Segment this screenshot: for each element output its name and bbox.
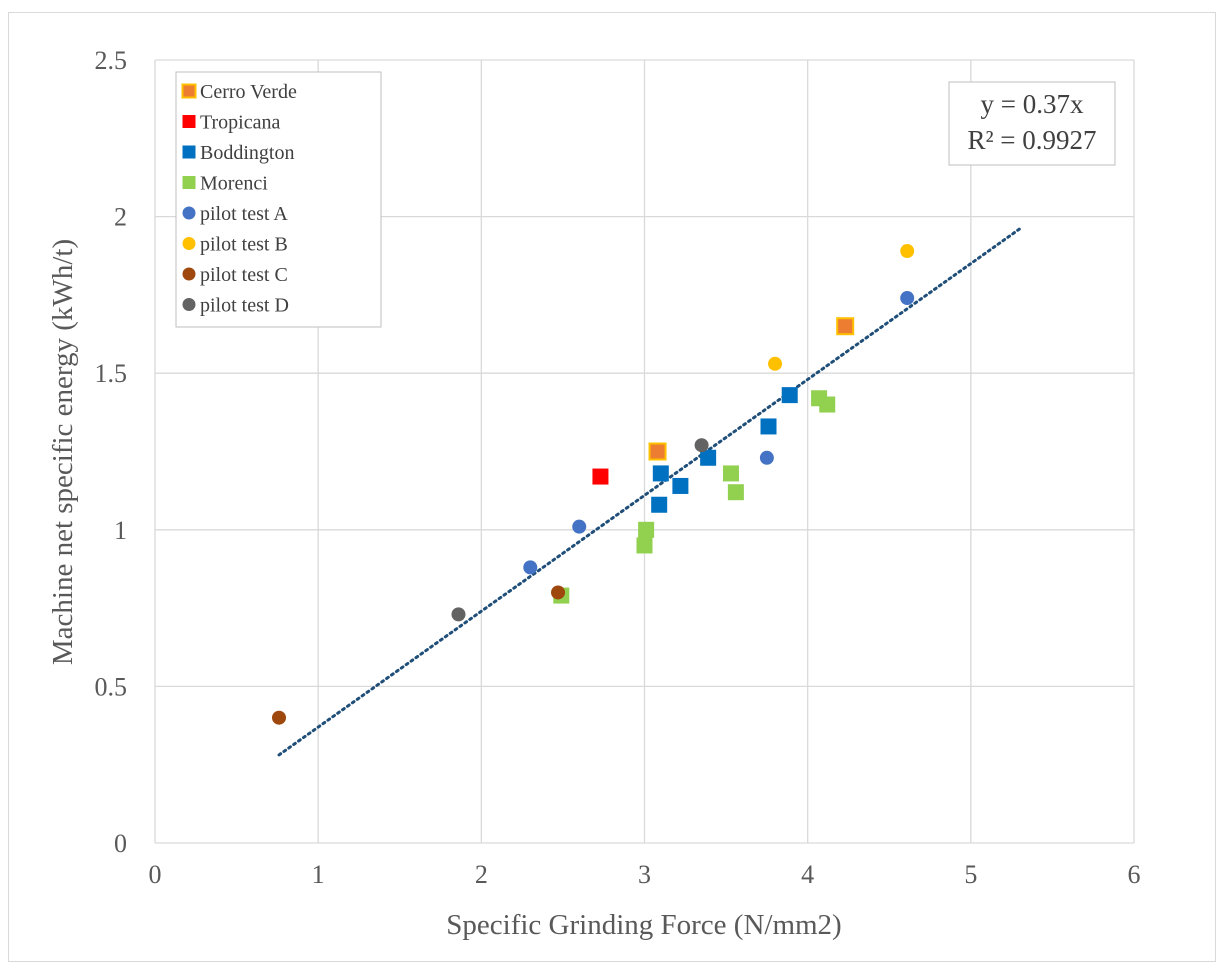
legend-label-pilot-test-d: pilot test D xyxy=(200,295,289,317)
data-points xyxy=(272,244,915,725)
legend-marker-pilot-test-b xyxy=(182,237,196,250)
x-axis-title: Specific Grinding Force (N/mm2) xyxy=(446,909,841,941)
trendline-r-squared: R² = 0.9927 xyxy=(967,125,1096,155)
trendline xyxy=(277,227,1022,757)
legend: Cerro Verde Tropicana Boddington Morenci pil… xyxy=(175,71,382,328)
y-tick-label: 2 xyxy=(114,203,127,232)
legend-marker-boddington xyxy=(182,145,196,159)
x-tick-label: 1 xyxy=(312,860,325,889)
trendline-equation: y = 0.37x xyxy=(981,89,1084,119)
point-pilot-test-b xyxy=(900,244,915,259)
trendline-equation-box: y = 0.37x R² = 0.9927 xyxy=(948,81,1116,166)
point-cerro-verde xyxy=(836,317,855,336)
point-pilot-test-d xyxy=(694,438,709,453)
x-tick-label: 0 xyxy=(149,860,162,889)
point-tropicana xyxy=(592,468,609,485)
point-boddington xyxy=(652,465,669,482)
legend-marker-tropicana xyxy=(182,115,196,128)
legend-marker-cerro-verde xyxy=(181,83,197,99)
y-tick-label: 2.5 xyxy=(95,46,128,75)
point-pilot-test-c xyxy=(551,585,566,600)
point-boddington xyxy=(651,496,668,513)
legend-marker-pilot-test-d xyxy=(182,298,196,311)
point-pilot-test-a xyxy=(523,560,538,575)
equation-frame xyxy=(948,81,1116,166)
x-tick-label: 3 xyxy=(638,860,651,889)
y-tick-label: 0 xyxy=(114,829,127,858)
point-boddington xyxy=(781,387,798,404)
legend-label-boddington: Boddington xyxy=(200,142,294,164)
point-boddington xyxy=(760,418,777,435)
tick-labels: 0 1 2 3 4 5 6 0 0.5 1 1.5 2 2.5 xyxy=(95,46,1141,889)
axes xyxy=(154,60,1134,844)
legend-marker-morenci xyxy=(182,176,196,189)
y-tick-label: 1 xyxy=(114,516,127,545)
point-pilot-test-a xyxy=(572,519,587,534)
point-pilot-test-a xyxy=(759,450,774,465)
y-axis-title: Machine net specific energy (kWh/t) xyxy=(47,239,79,665)
x-tick-label: 2 xyxy=(475,860,488,889)
point-morenci xyxy=(636,537,653,554)
point-pilot-test-a xyxy=(900,291,915,306)
legend-label-morenci: Morenci xyxy=(200,173,268,195)
point-morenci xyxy=(638,521,655,538)
legend-marker-pilot-test-a xyxy=(182,206,196,220)
y-tick-label: 0.5 xyxy=(95,672,128,701)
point-boddington xyxy=(700,449,717,466)
x-tick-label: 5 xyxy=(964,860,977,889)
legend-label-pilot-test-b: pilot test B xyxy=(200,234,288,256)
legend-label-cerro-verde: Cerro Verde xyxy=(200,81,297,103)
legend-label-pilot-test-a: pilot test A xyxy=(200,203,288,225)
x-tick-label: 6 xyxy=(1128,860,1141,889)
y-tick-label: 1.5 xyxy=(95,359,128,388)
legend-box xyxy=(175,71,382,328)
point-boddington xyxy=(672,477,689,494)
trendline-path xyxy=(277,227,1022,757)
point-pilot-test-b xyxy=(768,356,783,371)
x-tick-label: 4 xyxy=(801,860,814,889)
point-morenci xyxy=(819,396,836,413)
legend-marker-pilot-test-c xyxy=(182,267,196,281)
legend-label-tropicana: Tropicana xyxy=(200,112,280,134)
point-morenci xyxy=(727,484,744,501)
point-morenci xyxy=(722,465,739,482)
point-cerro-verde xyxy=(648,442,667,461)
legend-label-pilot-test-c: pilot test C xyxy=(200,264,288,286)
point-pilot-test-d xyxy=(451,607,466,622)
point-pilot-test-c xyxy=(272,710,287,725)
